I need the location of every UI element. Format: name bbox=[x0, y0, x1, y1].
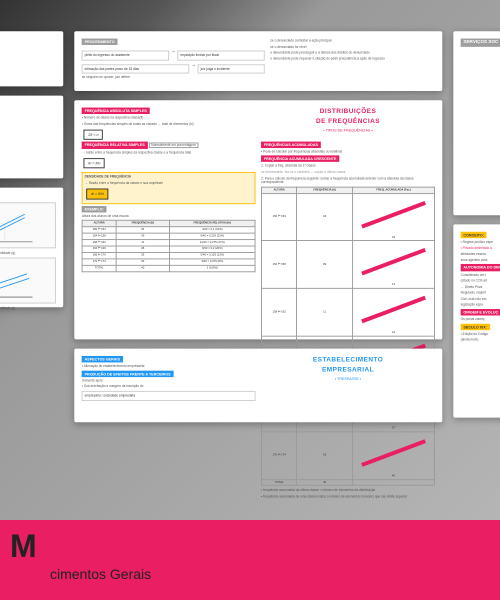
text: umuladas bbox=[0, 57, 56, 61]
text: • frequência acumulada da última classe … bbox=[261, 489, 435, 493]
header-pink: FREQUÊNCIAS ACUMULADAS bbox=[261, 141, 321, 148]
text: → Direito Priva bbox=[461, 285, 500, 289]
left-column: stituição da companhia ização estatutári… bbox=[0, 31, 63, 519]
header: ORIGEM E EVOLUÇ bbox=[461, 309, 500, 316]
text: legislação espa bbox=[461, 303, 500, 307]
axis-label: quantidade (q) bbox=[0, 251, 56, 255]
formula: fri = fi/n bbox=[84, 158, 105, 168]
footer-banner: M cimentos Gerais bbox=[0, 520, 500, 600]
text: se o denunciado for revel bbox=[270, 45, 435, 49]
flow-box: requisição liminar por fiscal bbox=[177, 51, 264, 61]
sheet-main-distribuicoes: FREQUÊNCIA ABSOLUTA SIMPLES • Número de … bbox=[74, 100, 442, 339]
axis-label: quantidade (q) bbox=[0, 306, 56, 310]
sheets-container: stituição da companhia ização estatutári… bbox=[0, 31, 500, 519]
text: se o denunciado contestar a ação princip… bbox=[270, 39, 435, 43]
text: → razão entre a frequência simples da re… bbox=[82, 150, 256, 154]
density-box: DENSIDADE DE FREQUÊNCIA → Razão entre a … bbox=[82, 172, 256, 204]
text: tamento do bbox=[0, 51, 56, 55]
text: de endividamento, bbox=[0, 136, 56, 140]
text: o denunciante pode requerer a citação do… bbox=[270, 57, 435, 61]
header: AUTONOMIA DO DIR bbox=[461, 264, 500, 271]
formula: Σfi = n bbox=[84, 130, 103, 140]
header-blue: ASPECTOS GERAIS bbox=[82, 356, 123, 363]
text: demonstrações aos bbox=[0, 129, 56, 133]
text: ações bbox=[0, 115, 56, 119]
sub-caption: • TIPOS DE FREQUÊNCIAS • bbox=[261, 128, 435, 133]
text: Regulado, majorit bbox=[461, 291, 500, 295]
service-list: CRIAÇÃOÁREA DE ATUAÇÃORECURSOSCONTRIBUIÇ… bbox=[461, 59, 500, 139]
text: • Regime jurídico espe bbox=[461, 240, 500, 244]
header: CONCEITO: bbox=[461, 232, 487, 239]
text: seus agentes poss bbox=[461, 258, 500, 262]
options-box: empresário / sociedade empresária bbox=[82, 391, 256, 401]
text: • Privado delimitado a bbox=[461, 246, 500, 250]
text: → Razão entre a frequência da classe e s… bbox=[85, 181, 253, 185]
text: o denunciante pode prosseguir e a defesa… bbox=[270, 51, 435, 55]
text: • Número de dados na respectiva classe(f… bbox=[82, 116, 256, 120]
flow-box: pleito do ingresso do assistente bbox=[82, 51, 169, 61]
main-title: DISTRIBUIÇÕES bbox=[261, 108, 435, 116]
table-accumulated: ALTURAFREQUÊNCIA (fi)FREQ. ACUMULADA (Fa… bbox=[261, 186, 435, 486]
note-box: Normalmente em porcentagem bbox=[148, 143, 198, 149]
sheet-left-mid: itores independentes, em conformidade aç… bbox=[0, 96, 63, 179]
text: Altura dos alunos de uma escola bbox=[82, 214, 256, 218]
chart-graph bbox=[0, 202, 56, 248]
header: PROCEDIMENTO bbox=[82, 39, 118, 46]
text: em conformidade bbox=[0, 109, 56, 113]
header-pink: FREQUÊNCIA ACUMULADA CRESCENTE bbox=[261, 156, 339, 163]
flow-box: intimação das partes prazo de 15 dias bbox=[82, 64, 190, 74]
text: aumento da bbox=[0, 312, 56, 316]
text: (citado no CCB art bbox=[461, 279, 500, 283]
arrow-icon: → bbox=[171, 49, 176, 62]
sheet-conceito: CONCEITO: • Regime jurídico espe • Priva… bbox=[453, 224, 500, 417]
header-pink: FREQUÊNCIA RELATIVA SIMPLES bbox=[82, 142, 148, 149]
text: (ainda muito bbox=[461, 338, 500, 342]
text: • Soma das frequências simples de todas … bbox=[82, 122, 256, 126]
text: 1. Copiar a freq. absoluta da 1ª classe bbox=[261, 164, 435, 168]
header: SÉCULO XIX: bbox=[461, 323, 490, 330]
sheet-procedimento: PROCEDIMENTO pleito do ingresso do assis… bbox=[74, 31, 442, 91]
text: • Pode-se calcular por frequências absol… bbox=[261, 150, 435, 154]
text: ização estatutária bbox=[0, 45, 56, 49]
sheet-estabelecimento: ASPECTOS GERAIS • Alienação do estabelec… bbox=[74, 349, 442, 423]
text: se decrescente, faz-se o contrário — cop… bbox=[261, 170, 435, 174]
text: se ninguém se opuser, juiz defere bbox=[82, 76, 265, 80]
arrow-icon: → bbox=[191, 62, 196, 75]
table-frequencies: ALTURAFREQUÊNCIA (fi)FREQUÊNCIA RELATIVA… bbox=[82, 220, 256, 272]
right-column: SERVIÇOS SOC CRIAÇÃOÁREA DE ATUAÇÃORECUR… bbox=[453, 31, 500, 519]
formula: di = fi/hi bbox=[86, 189, 108, 199]
header-blue: PRODUÇÃO DE EFEITOS FRENTE A TERCEIROS bbox=[82, 370, 173, 377]
center-column: PROCEDIMENTO pleito do ingresso do assis… bbox=[74, 31, 442, 519]
sheet-servicos: SERVIÇOS SOC CRIAÇÃOÁREA DE ATUAÇÃORECUR… bbox=[453, 31, 500, 215]
text: Os povos começ bbox=[461, 317, 500, 321]
subtitle-blue: EMPRESARIAL bbox=[261, 366, 435, 374]
header: SERVIÇOS SOC bbox=[461, 39, 500, 47]
text: 2. Para o cálculo da frequência seguinte… bbox=[261, 176, 435, 184]
text: • Sua averbação à margem da inscrição do bbox=[82, 385, 256, 389]
text: Somente após: bbox=[82, 379, 256, 383]
chart-graph bbox=[0, 258, 56, 304]
header: DENSIDADE DE FREQUÊNCIA bbox=[85, 175, 253, 179]
footer-logo-letter: M bbox=[10, 528, 37, 565]
title-blue: ESTABELECIMENTO bbox=[261, 356, 435, 364]
sheet-left-chart: mento prévio: maior altura quantidade (q… bbox=[0, 188, 63, 308]
text: Civil, mas não exc bbox=[461, 297, 500, 301]
sub-caption: • TRESPASSE • bbox=[261, 376, 435, 381]
header: EXEMPLO: bbox=[82, 206, 107, 213]
sheet-left-top: stituição da companhia ização estatutári… bbox=[0, 31, 63, 86]
header-pink: FREQUÊNCIA ABSOLUTA SIMPLES bbox=[82, 108, 150, 115]
text: Considerado um r bbox=[461, 273, 500, 277]
text: • frequência acumulada de uma classe ind… bbox=[261, 495, 435, 499]
main-subtitle: DE FREQUÊNCIAS bbox=[261, 118, 435, 126]
text: • Alienação do estabelecimento empresari… bbox=[82, 364, 256, 368]
text: • Edição do Código bbox=[461, 332, 500, 336]
text: stituição da companhia bbox=[0, 39, 56, 43]
flow-box: juiz julga o incidente bbox=[198, 64, 265, 74]
text: atividades essenc bbox=[461, 252, 500, 256]
footer-text: cimentos Gerais bbox=[50, 566, 151, 582]
text: itores independentes, bbox=[0, 103, 56, 107]
text: mento prévio: maior altura bbox=[0, 195, 56, 199]
